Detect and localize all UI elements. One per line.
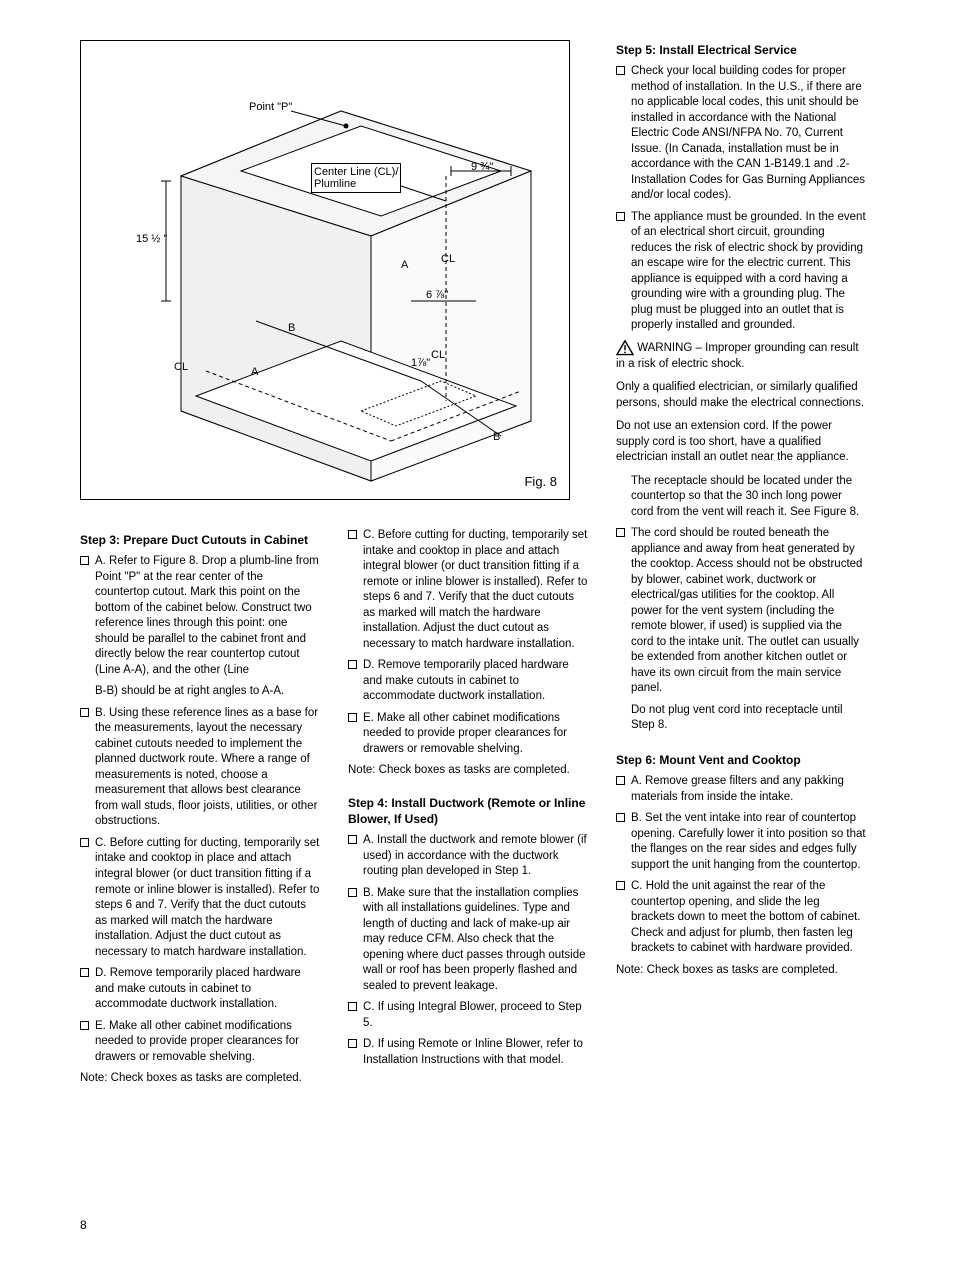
step3-item-a: A. Refer to Figure 8. Drop a plumb-line … xyxy=(80,554,320,678)
checkbox[interactable] xyxy=(80,708,89,717)
checkbox[interactable] xyxy=(348,888,357,897)
step3b-item-e: E. Make all other cabinet modifications … xyxy=(348,711,588,758)
checkbox[interactable] xyxy=(616,881,625,890)
step5-sub1: The receptacle should be located under t… xyxy=(631,474,866,521)
step3-item-b: B. Using these reference lines as a base… xyxy=(80,706,320,830)
checkbox[interactable] xyxy=(80,838,89,847)
step5-para1: Only a qualified electrician, or similar… xyxy=(616,380,866,411)
step6-item-c: C. Hold the unit against the rear of the… xyxy=(616,879,866,957)
step4-item-b: B. Make sure that the installation compl… xyxy=(348,886,588,995)
checkbox[interactable] xyxy=(80,1021,89,1030)
step4-item-c: C. If using Integral Blower, proceed to … xyxy=(348,1000,588,1031)
label-a1: A xyxy=(401,259,408,271)
column-3: Step 5: Install Electrical Service Check… xyxy=(616,38,866,1103)
step5-item-2: The appliance must be grounded. In the e… xyxy=(616,210,866,334)
checkbox[interactable] xyxy=(616,813,625,822)
label-cl1: CL xyxy=(441,253,455,265)
label-centerline: Center Line (CL)/ Plumline xyxy=(311,163,401,193)
label-dim1: 9 ¾" xyxy=(471,161,493,173)
label-dim4: 1⅞" xyxy=(411,357,430,369)
checkbox[interactable] xyxy=(348,530,357,539)
checkbox[interactable] xyxy=(616,528,625,537)
checkbox[interactable] xyxy=(348,1039,357,1048)
label-a2: A xyxy=(251,366,258,378)
column-2: C. Before cutting for ducting, temporari… xyxy=(348,528,588,1103)
step4-item-d: D. If using Remote or Inline Blower, ref… xyxy=(348,1037,588,1068)
step6-note: Note: Check boxes as tasks are completed… xyxy=(616,963,866,979)
page-number: 8 xyxy=(80,1218,87,1232)
step3-item-c: C. Before cutting for ducting, temporari… xyxy=(80,836,320,960)
figure-caption: Fig. 8 xyxy=(524,474,557,489)
label-cl3: CL xyxy=(431,349,445,361)
checkbox[interactable] xyxy=(348,1002,357,1011)
step3-item-a-cont: B-B) should be at right angles to A-A. xyxy=(95,684,320,700)
step3-title: Step 3: Prepare Duct Cutouts in Cabinet xyxy=(80,532,320,548)
step3b-item-d: D. Remove temporarily placed hardware an… xyxy=(348,658,588,705)
checkbox[interactable] xyxy=(616,212,625,221)
step5-para2: Do not use an extension cord. If the pow… xyxy=(616,419,866,466)
column-1: Step 3: Prepare Duct Cutouts in Cabinet … xyxy=(80,528,320,1103)
step5-item-3: The cord should be routed beneath the ap… xyxy=(616,526,866,697)
label-cl2: CL xyxy=(174,361,188,373)
figure-8-box: Point "P" Center Line (CL)/ Plumline 9 ¾… xyxy=(80,40,570,500)
step3-note: Note: Check boxes as tasks are completed… xyxy=(80,1071,320,1087)
checkbox[interactable] xyxy=(616,66,625,75)
content-columns: Step 3: Prepare Duct Cutouts in Cabinet … xyxy=(80,528,894,1103)
warning-text: WARNING – Improper grounding can result … xyxy=(616,342,859,370)
step6-title: Step 6: Mount Vent and Cooktop xyxy=(616,752,866,768)
label-dim2: 15 ½ " xyxy=(136,233,167,245)
warning-row: WARNING – Improper grounding can result … xyxy=(616,340,866,372)
label-dim3: 6 ⅞" xyxy=(426,289,448,301)
step4-item-a: A. Install the ductwork and remote blowe… xyxy=(348,833,588,880)
step3-item-d: D. Remove temporarily placed hardware an… xyxy=(80,966,320,1013)
step6-item-b: B. Set the vent intake into rear of coun… xyxy=(616,811,866,873)
step3b-item-c: C. Before cutting for ducting, temporari… xyxy=(348,528,588,652)
checkbox[interactable] xyxy=(348,713,357,722)
checkbox[interactable] xyxy=(80,968,89,977)
checkbox[interactable] xyxy=(80,556,89,565)
label-b1: B xyxy=(288,322,295,334)
step5-sub2: Do not plug vent cord into receptacle un… xyxy=(631,703,866,734)
step3b-note: Note: Check boxes as tasks are completed… xyxy=(348,763,588,779)
checkbox[interactable] xyxy=(348,660,357,669)
label-b2: B xyxy=(493,431,500,443)
checkbox[interactable] xyxy=(348,835,357,844)
checkbox[interactable] xyxy=(616,776,625,785)
step5-title: Step 5: Install Electrical Service xyxy=(616,42,866,58)
step4-title: Step 4: Install Ductwork (Remote or Inli… xyxy=(348,795,588,827)
label-point-p: Point "P" xyxy=(249,101,292,113)
step6-item-a: A. Remove grease filters and any pakking… xyxy=(616,774,866,805)
step5-item-1: Check your local building codes for prop… xyxy=(616,64,866,204)
step3-item-e: E. Make all other cabinet modifications … xyxy=(80,1019,320,1066)
warning-icon xyxy=(616,340,634,356)
